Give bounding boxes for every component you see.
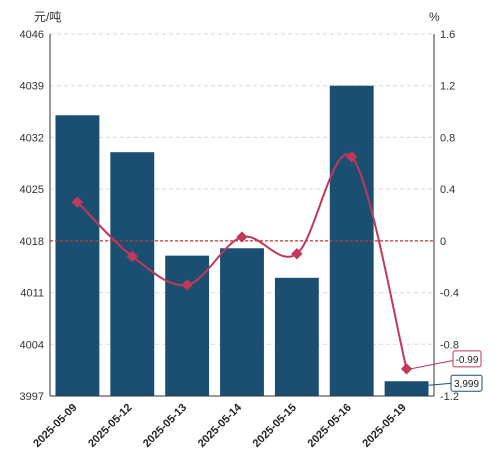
right-tick-label: -1.2 [440,391,459,403]
line-path [76,153,408,370]
x-tick-label: 2025-05-19 [360,402,408,450]
right-tick-label: 0.8 [440,132,455,144]
line-point-marker [126,250,138,263]
line-point-marker [400,363,413,375]
bar-last-label: 3,999 [454,379,479,390]
right-tick-label: 0.4 [440,184,455,196]
bar [110,152,155,396]
left-tick-label: 4011 [20,288,44,300]
right-tick-label: -0.4 [440,288,459,300]
bar [55,115,100,396]
line-point-marker [291,248,303,260]
left-tick-label: 4025 [20,184,44,196]
line-last-callout: -0.99 [410,350,482,370]
line-last-label: -0.99 [456,355,479,366]
right-tick-label: 0 [440,236,446,248]
left-axis-unit: 元/吨 [34,10,61,24]
right-tick-label: 1.2 [440,81,455,93]
left-tick-label: 4004 [20,339,44,351]
line-point-marker [236,231,248,243]
bar [220,248,264,396]
callouts: -0.99 3,999 [410,350,483,392]
bar-last-callout: 3,999 [428,374,483,392]
bar-series [55,85,429,396]
x-tick-label: 2025-05-15 [251,402,299,450]
callout-leader [428,382,453,386]
x-tick-label: 2025-05-13 [141,402,189,450]
left-tick-label: 4032 [20,132,44,144]
callout-box [450,374,483,392]
left-tick-label: 4018 [20,236,44,248]
bar [165,255,210,396]
x-tick-label: 2025-05-12 [86,402,134,450]
right-tick-label: -0.8 [440,339,459,351]
left-tick-label: 3997 [20,391,44,403]
right-axis-unit: % [429,10,440,24]
line-series [71,151,413,375]
line-point-marker [346,151,358,163]
left-tick-label: 4046 [20,29,44,41]
bar [384,381,429,396]
callout-box [452,350,482,368]
x-tick-label: 2025-05-09 [31,402,79,450]
callout-leader [410,359,457,370]
bar [274,277,319,396]
right-tick-label: 1.6 [440,29,455,41]
x-tick-label: 2025-05-16 [306,402,354,450]
left-tick-label: 4039 [20,81,44,93]
line-point-marker [181,279,193,291]
x-tick-label: 2025-05-14 [196,401,245,450]
